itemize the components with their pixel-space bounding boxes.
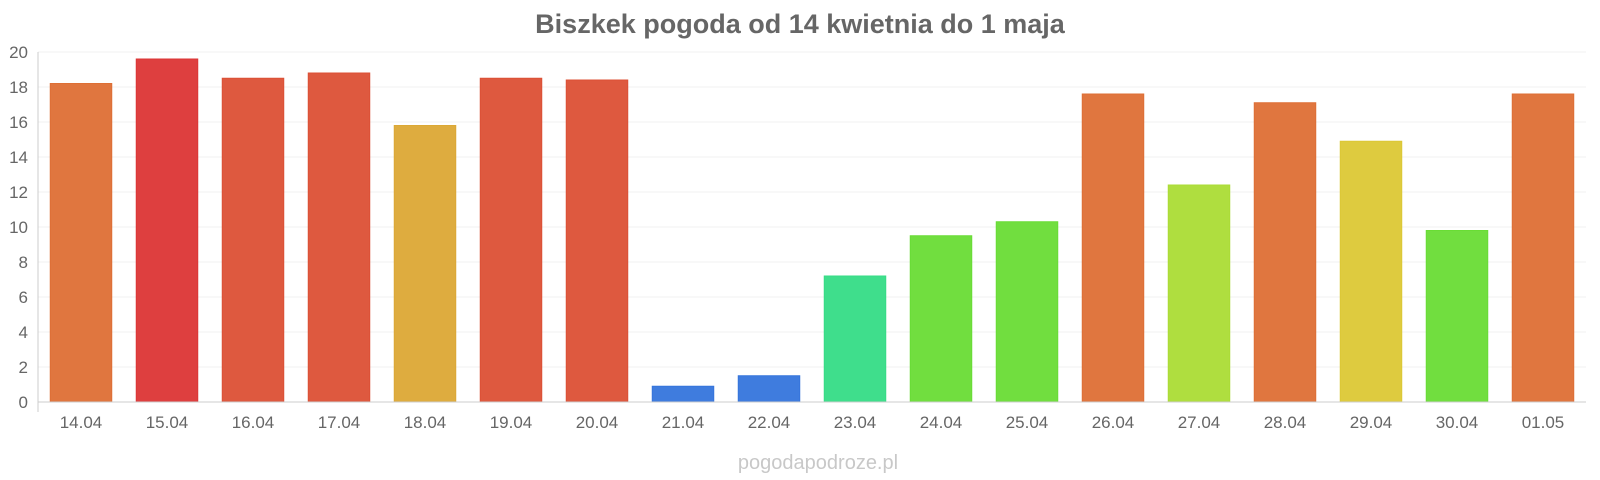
bar[interactable]: [1511, 93, 1575, 403]
bar[interactable]: [1425, 230, 1489, 403]
bar[interactable]: [995, 221, 1059, 403]
x-tick-label: 27.04: [1178, 413, 1221, 432]
x-tick-label: 19.04: [490, 413, 533, 432]
watermark: pogodapodroze.pl: [738, 452, 898, 474]
y-tick-label: 0: [19, 393, 28, 412]
x-tick-label: 16.04: [232, 413, 275, 432]
x-tick-label: 14.04: [60, 413, 103, 432]
axes: 0 2 4 6 8 10 12 14 16 18 20 14.04 15.04 16.04 17.04 18.…: [9, 43, 1586, 432]
x-tick-label: 25.04: [1006, 413, 1049, 432]
y-tick-label: 8: [19, 253, 28, 272]
x-tick-label: 30.04: [1436, 413, 1479, 432]
x-tick-label: 20.04: [576, 413, 619, 432]
x-tick-label: 01.05: [1522, 413, 1565, 432]
bar[interactable]: [565, 79, 629, 403]
x-tick-label: 15.04: [146, 413, 189, 432]
bar[interactable]: [393, 125, 457, 403]
y-tick-label: 10: [9, 218, 28, 237]
y-tick-label: 18: [9, 78, 28, 97]
x-tick-label: 28.04: [1264, 413, 1307, 432]
chart-title: Biszkek pogoda od 14 kwietnia do 1 maja: [535, 9, 1066, 39]
x-tick-label: 21.04: [662, 413, 705, 432]
x-tick-label: 24.04: [920, 413, 963, 432]
y-tick-label: 20: [9, 43, 28, 62]
y-tick-label: 12: [9, 183, 28, 202]
bar[interactable]: [49, 83, 113, 403]
bar[interactable]: [651, 385, 715, 403]
x-tick-label: 29.04: [1350, 413, 1393, 432]
bar[interactable]: [909, 235, 973, 403]
bars: [49, 58, 1575, 403]
x-tick-label: 18.04: [404, 413, 447, 432]
bar[interactable]: [1081, 93, 1145, 403]
bar[interactable]: [221, 77, 285, 403]
y-tick-label: 14: [9, 148, 28, 167]
y-tick-label: 6: [19, 288, 28, 307]
bar[interactable]: [135, 58, 199, 403]
bar[interactable]: [1167, 184, 1231, 403]
bar[interactable]: [307, 72, 371, 403]
y-tick-label: 4: [19, 323, 28, 342]
bar[interactable]: [1253, 102, 1317, 403]
bar[interactable]: [479, 77, 543, 403]
bar[interactable]: [823, 275, 887, 403]
bar[interactable]: [737, 375, 801, 403]
y-tick-label: 2: [19, 358, 28, 377]
y-tick-label: 16: [9, 113, 28, 132]
x-tick-label: 26.04: [1092, 413, 1135, 432]
bar[interactable]: [1339, 140, 1403, 403]
x-tick-label: 23.04: [834, 413, 877, 432]
x-tick-label: 22.04: [748, 413, 791, 432]
gridlines: [38, 51, 1586, 368]
x-tick-label: 17.04: [318, 413, 361, 432]
